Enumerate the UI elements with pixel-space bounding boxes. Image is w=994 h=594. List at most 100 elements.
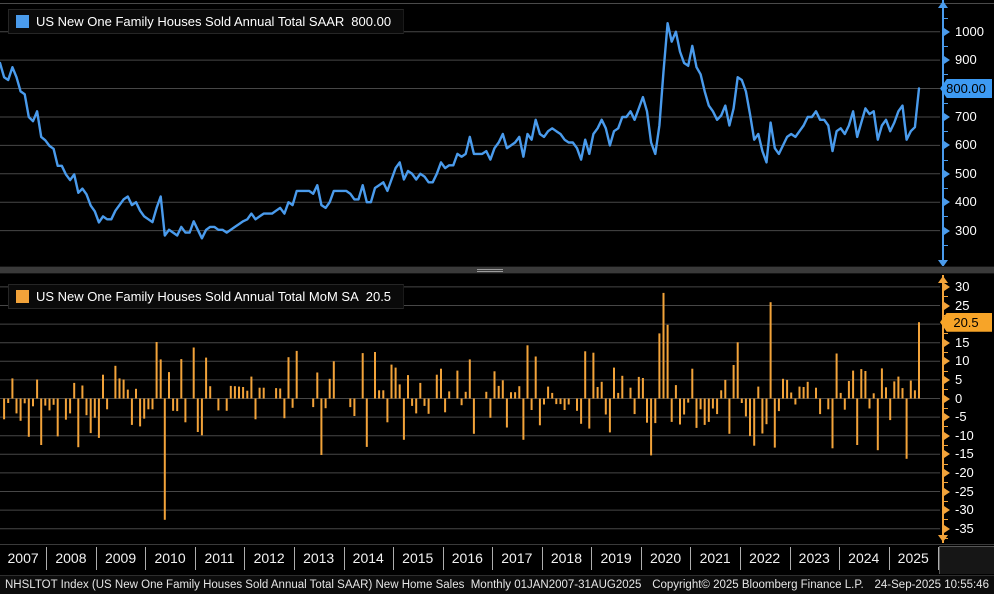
mom-bar — [365, 398, 368, 447]
mom-bar — [637, 376, 640, 399]
axis-tick — [944, 141, 950, 150]
year-separator — [194, 547, 196, 570]
axis-minor-tick — [944, 159, 948, 161]
mom-bar — [670, 398, 673, 422]
axis-tick — [944, 375, 950, 384]
year-separator — [739, 547, 741, 570]
mom-bar — [559, 398, 562, 405]
mom-bar — [77, 398, 80, 448]
axis-minor-tick — [944, 407, 948, 409]
axis-line — [942, 275, 944, 543]
mom-bar — [592, 352, 595, 399]
saar-legend[interactable]: US New One Family Houses Sold Annual Tot… — [8, 9, 405, 34]
axis-minor-tick — [944, 296, 948, 298]
mom-bar — [868, 398, 871, 409]
mom-bar — [3, 398, 6, 420]
panel-splitter-handle[interactable] — [0, 266, 994, 274]
mom-bar — [283, 398, 286, 419]
status-bar: NHSLTOT Index (US New One Family Houses … — [0, 575, 994, 594]
mom-bar — [93, 398, 96, 418]
mom-bar — [159, 359, 162, 399]
mom-bar — [596, 387, 599, 399]
mom-bar — [711, 398, 714, 409]
mom-bar — [802, 387, 805, 399]
mom-bar — [847, 381, 850, 399]
axis-minor-tick — [944, 370, 948, 372]
mom-legend-swatch-icon — [16, 290, 29, 303]
mom-bar — [205, 357, 208, 399]
axis-tick — [944, 198, 950, 207]
axis-arrow-up-icon — [938, 276, 948, 283]
mom-bar — [200, 398, 203, 436]
axis-minor-tick — [944, 333, 948, 335]
year-separator — [442, 547, 444, 570]
mom-bar — [695, 398, 698, 428]
mom-bar — [73, 382, 76, 399]
mom-bar — [275, 388, 278, 399]
mom-bar — [815, 387, 817, 399]
mom-legend[interactable]: US New One Family Houses Sold Annual Tot… — [8, 284, 405, 309]
mom-bar — [328, 378, 331, 399]
saar-line-series — [0, 22, 921, 240]
year-separator — [95, 547, 97, 570]
axis-minor-tick — [944, 445, 948, 446]
axis-minor-tick — [944, 74, 948, 76]
mom-bar — [617, 392, 620, 399]
mom-bar-chart-plot[interactable] — [0, 275, 940, 543]
year-separator — [640, 547, 642, 570]
mom-bar — [147, 398, 150, 410]
mom-bar — [56, 398, 59, 437]
mom-bar — [654, 398, 657, 424]
mom-bar — [831, 398, 834, 449]
mom-bar — [744, 398, 747, 417]
mom-bar — [460, 398, 463, 406]
axis-tick — [944, 524, 950, 533]
year-separator — [789, 547, 791, 570]
mom-bar — [468, 359, 471, 399]
saar-right-axis[interactable]: 1000900800700600500400300800.00 — [938, 0, 993, 268]
year-label: 2024 — [848, 550, 880, 566]
mom-bar — [472, 398, 475, 434]
axis-tick-label: 30 — [955, 278, 970, 294]
mom-bar — [64, 398, 67, 420]
mom-bar — [547, 386, 550, 399]
splitter-grip-icon — [477, 271, 503, 272]
mom-bar — [102, 374, 104, 399]
mom-bar — [254, 398, 257, 420]
saar-line-chart-plot[interactable] — [0, 0, 940, 268]
axis-minor-tick — [944, 45, 948, 47]
mom-bar — [753, 398, 756, 446]
mom-bar — [843, 398, 846, 410]
mom-bar — [312, 398, 315, 408]
axis-minor-tick — [944, 500, 948, 502]
axis-line — [942, 0, 944, 268]
mom-bar — [85, 398, 88, 416]
mom-bar — [295, 350, 298, 399]
mom-bar — [691, 368, 694, 399]
mom-bar — [600, 381, 603, 399]
mom-bar — [518, 386, 521, 399]
axis-tick — [944, 169, 950, 178]
mom-bar — [448, 391, 451, 399]
axis-minor-tick — [944, 188, 948, 189]
year-label: 2007 — [7, 550, 39, 566]
mom-bar — [703, 398, 706, 425]
mom-bar — [114, 365, 117, 399]
mom-bar — [130, 398, 133, 425]
mom-bar — [250, 376, 253, 399]
x-axis-year-band[interactable]: 2007 2008 2009 2010 2011 2012 2013 2014 2015 2016… — [0, 544, 994, 574]
mom-bar — [489, 398, 492, 418]
mom-bar — [407, 375, 409, 399]
mom-bar — [534, 356, 537, 399]
mom-bar — [798, 386, 801, 399]
mom-bar — [233, 386, 236, 399]
year-label: 2016 — [451, 550, 483, 566]
axis-tick-label: 5 — [955, 371, 963, 387]
mom-bar — [633, 398, 636, 415]
axis-minor-tick — [944, 463, 948, 465]
mom-bar — [740, 398, 743, 403]
axis-minor-tick — [944, 17, 948, 19]
year-label: 2025 — [897, 550, 929, 566]
